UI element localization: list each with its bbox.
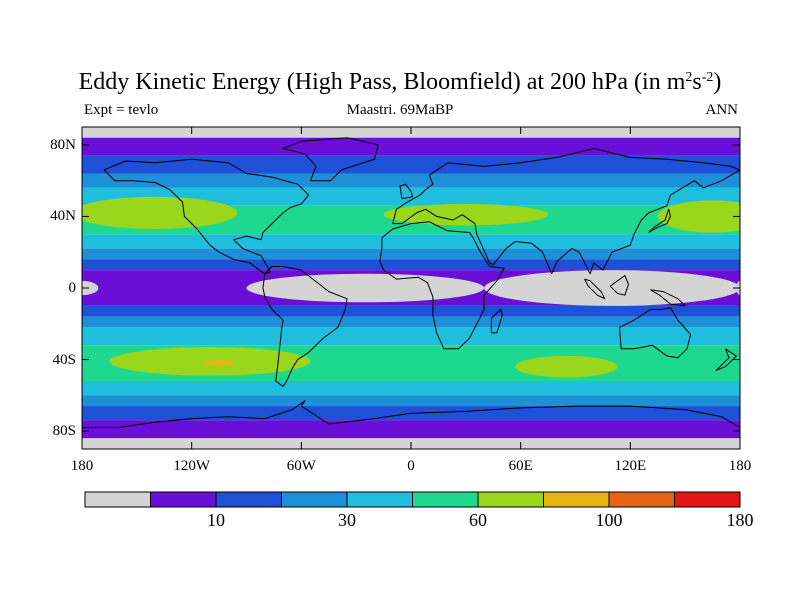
coastline-japan <box>648 208 671 233</box>
coastline-south-america <box>262 266 348 387</box>
energy-band-11 <box>82 316 740 328</box>
colorbar-swatch-3 <box>281 491 348 508</box>
title-sup-2: -2 <box>701 70 714 85</box>
colorbar-swatch-7 <box>543 491 610 508</box>
x-tick-label: 180 <box>70 458 94 474</box>
x-tick-label: 180 <box>728 458 752 474</box>
energy-band-17 <box>82 420 740 439</box>
colorbar-swatch-1 <box>150 491 217 508</box>
coastline-new-zealand <box>715 348 737 371</box>
energy-band-2 <box>82 155 740 174</box>
colorbar-label: 60 <box>469 510 487 530</box>
coastline-madagascar <box>490 309 503 334</box>
x-tick-label: 60W <box>286 458 316 474</box>
y-tick-label: 40S <box>52 351 76 368</box>
colorbar-label: 100 <box>595 510 623 530</box>
energy-tropics-calm-center <box>246 273 485 303</box>
energy-band-10 <box>82 305 740 317</box>
y-tick-label: 80S <box>52 423 76 440</box>
energy-nh-jet-west <box>82 196 238 229</box>
energy-band-8 <box>82 259 740 271</box>
coastline-new-guinea <box>650 289 686 307</box>
x-tick-label: 120W <box>173 458 210 474</box>
energy-band-6 <box>82 234 740 249</box>
colorbar-swatch-4 <box>346 491 413 508</box>
coastline-greenland <box>282 137 379 182</box>
energy-band-12 <box>82 327 740 346</box>
x-tick-label: 120E <box>614 458 647 474</box>
subtitle-period: Maastri. 69MaBP <box>346 102 454 118</box>
x-tick-label: 60E <box>508 458 533 474</box>
colorbar-swatch-6 <box>477 491 544 508</box>
coastline-sumatra <box>584 278 606 300</box>
colorbar-label: 30 <box>338 510 356 530</box>
field-layer <box>82 127 740 449</box>
chart-title: Eddy Kinetic Energy (High Pass, Bloomfie… <box>0 68 800 96</box>
coastline-layer <box>82 137 740 428</box>
energy-nh-jet-east <box>657 200 740 233</box>
y-tick-label: 40N <box>50 208 76 225</box>
subtitle-season: ANN <box>705 102 739 118</box>
energy-band-1 <box>82 137 740 156</box>
colorbar-label: 180 <box>726 510 754 530</box>
title-sup-1: 2 <box>685 70 693 85</box>
colorbar-swatch-9 <box>674 491 741 508</box>
colorbar-swatch-0 <box>84 491 151 508</box>
energy-nh-jet-asia <box>383 203 549 226</box>
colorbar-swatch-2 <box>215 491 282 508</box>
coastline-africa <box>379 221 505 350</box>
title-end: ) <box>713 69 722 95</box>
energy-band-7 <box>82 248 740 260</box>
energy-sh-jet-indian <box>515 355 618 378</box>
coastline-uk <box>399 183 414 200</box>
title-main: Eddy Kinetic Energy (High Pass, Bloomfie… <box>78 69 686 95</box>
colorbar-label: 10 <box>207 510 225 530</box>
energy-band-14 <box>82 381 740 396</box>
energy-sh-jet-max <box>202 360 236 367</box>
coastline-eurasia <box>392 148 740 275</box>
colorbar-swatch-8 <box>608 491 675 508</box>
energy-band-15 <box>82 395 740 407</box>
coastline-antarctica <box>82 400 740 428</box>
energy-band-3 <box>82 173 740 188</box>
title-mid: s <box>692 69 702 95</box>
subtitle-experiment: Expt = tevlo <box>84 102 159 118</box>
x-tick-label: 0 <box>407 458 415 474</box>
colorbar-swatch-5 <box>412 491 479 508</box>
coastline-australia <box>618 307 692 359</box>
y-tick-label: 80N <box>50 136 76 153</box>
coastline-north-america <box>103 158 310 275</box>
energy-tropics-calm-west <box>82 280 99 296</box>
coastline-borneo <box>609 275 629 296</box>
y-tick-label: 0 <box>68 280 77 296</box>
